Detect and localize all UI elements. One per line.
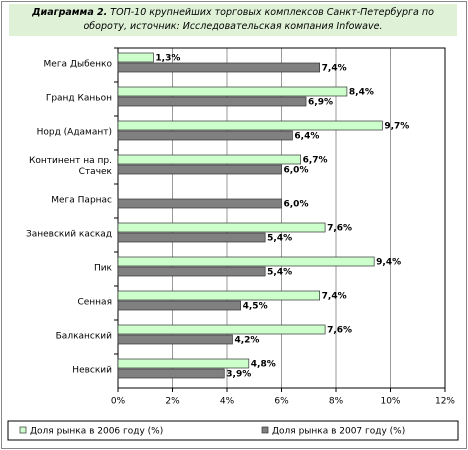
bar (117, 154, 301, 165)
title-prefix: Диаграмма 2. (32, 7, 108, 18)
bar (117, 324, 326, 335)
value-label: 5,4% (267, 234, 292, 244)
value-label: 9,4% (376, 258, 401, 268)
value-label: 4,5% (243, 302, 268, 312)
y-tick-label: Заневский каскад (25, 229, 112, 240)
bar (117, 290, 320, 301)
y-tick-label: Пик (93, 263, 112, 274)
legend-label: Доля рынка в 2007 году (%) (272, 427, 405, 437)
bar (117, 120, 383, 131)
value-label: 7,4% (322, 64, 347, 74)
bar (117, 358, 250, 369)
legend-box (7, 420, 459, 441)
bar (117, 198, 282, 209)
value-label: 1,3% (155, 54, 180, 64)
bar (117, 130, 293, 141)
bar (117, 368, 225, 379)
value-label: 6,4% (294, 132, 319, 142)
bar (117, 300, 241, 311)
value-label: 5,4% (267, 268, 292, 278)
bar (117, 222, 326, 233)
title-text: ТОП-10 крупнейших торговых комплексов Са… (83, 7, 434, 32)
value-label: 7,4% (322, 292, 347, 302)
y-tick-label: Балканский (55, 331, 112, 342)
value-label: 6,0% (284, 200, 309, 210)
y-tick-label: Мега Дыбенко (43, 59, 112, 70)
legend-swatch (19, 426, 27, 434)
y-tick-label: Континент на пр. Стачек (29, 156, 112, 177)
chart-title: Диаграмма 2. ТОП-10 крупнейших торговых … (9, 4, 457, 36)
value-label: 3,9% (226, 370, 251, 380)
y-tick-label: Гранд Каньон (45, 93, 112, 104)
bar (117, 266, 266, 277)
bar (117, 96, 307, 107)
value-label: 4,8% (251, 360, 276, 370)
y-tick-label: Невский (72, 365, 112, 376)
value-label: 7,6% (327, 326, 352, 336)
x-tick-label: 2% (165, 397, 180, 407)
bar (117, 164, 282, 175)
bar (117, 62, 320, 73)
bar (117, 256, 375, 267)
legend-label: Доля рынка в 2006 году (%) (30, 427, 163, 437)
value-label: 7,6% (327, 224, 352, 234)
value-label: 9,7% (384, 122, 409, 132)
x-tick-label: 8% (329, 397, 344, 407)
y-tick-label: Мега Парнас (51, 195, 112, 206)
bar (117, 52, 154, 63)
x-tick-label: 6% (274, 397, 289, 407)
bar (117, 86, 348, 97)
x-tick-label: 4% (220, 397, 235, 407)
y-tick-label: Сенная (77, 297, 112, 308)
value-label: 6,0% (284, 166, 309, 176)
value-label: 8,4% (349, 88, 374, 98)
value-label: 4,2% (234, 336, 259, 346)
legend-swatch (261, 426, 269, 434)
x-tick-label: 12% (435, 397, 455, 407)
bar (117, 232, 266, 243)
bar (117, 334, 233, 345)
y-tick-label: Норд (Адамант) (36, 127, 112, 138)
value-label: 6,9% (308, 98, 333, 108)
x-tick-label: 10% (380, 397, 400, 407)
value-label: 6,7% (303, 156, 328, 166)
x-tick-label: 0% (111, 397, 126, 407)
